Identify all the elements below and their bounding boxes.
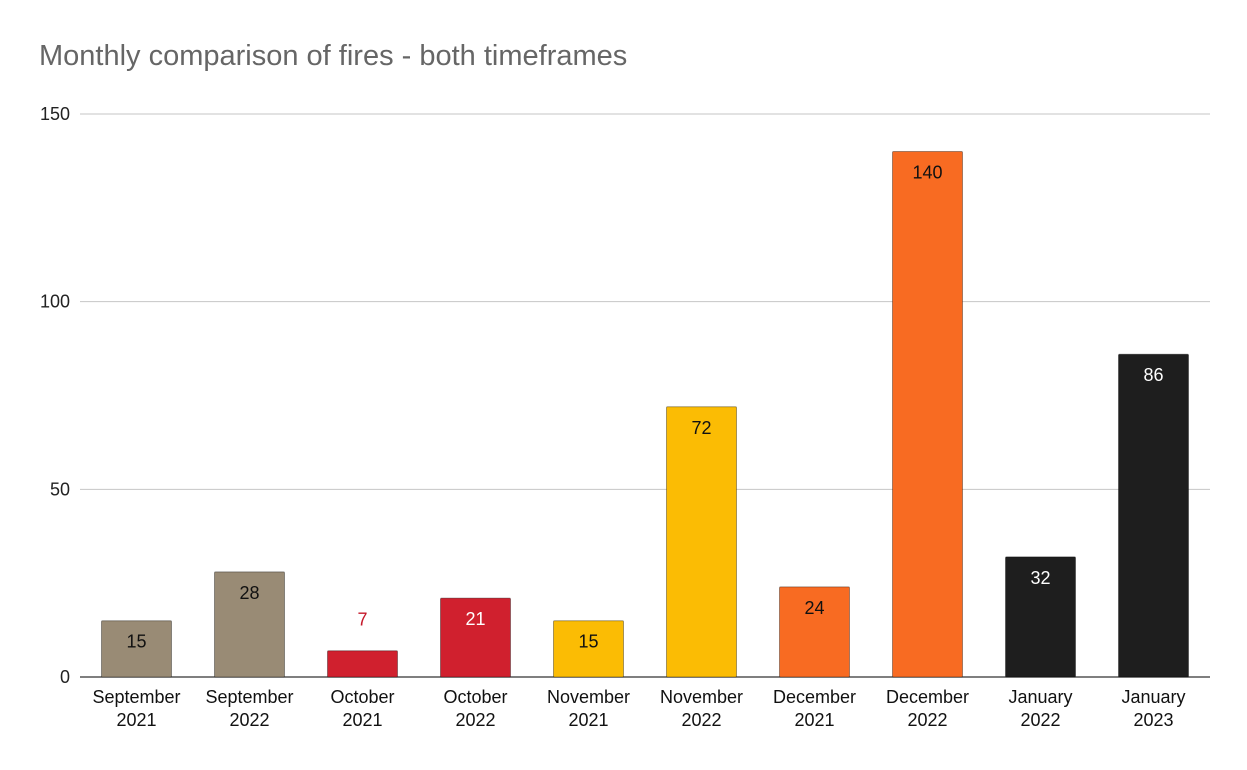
bar xyxy=(214,571,285,678)
bar xyxy=(327,650,398,678)
data-label: 15 xyxy=(126,632,146,652)
data-label: 86 xyxy=(1143,365,1163,385)
bar xyxy=(892,151,963,678)
data-label: 72 xyxy=(691,418,711,438)
bar xyxy=(440,597,511,678)
data-label: 32 xyxy=(1030,568,1050,588)
bar xyxy=(1005,556,1076,678)
x-tick-label: September 2022 xyxy=(205,687,293,730)
chart-title: Monthly comparison of fires - both timef… xyxy=(39,40,628,72)
x-tick-label: October 2022 xyxy=(443,687,507,730)
bar xyxy=(666,406,737,678)
x-tick-label: September 2021 xyxy=(92,687,180,730)
x-tick-label: January 2022 xyxy=(1008,687,1072,730)
x-axis-labels: September 2021 September 2022 October 2021 Oct… xyxy=(92,687,1185,730)
y-tick-label: 150 xyxy=(40,104,70,124)
bars xyxy=(101,151,1189,678)
y-tick-label: 0 xyxy=(60,667,70,687)
y-tick-label: 50 xyxy=(50,479,70,499)
bar xyxy=(779,586,850,678)
bar xyxy=(1118,353,1189,678)
bar xyxy=(553,620,624,678)
data-labels: 15 28 7 21 15 72 24 140 32 86 xyxy=(126,163,1163,652)
data-label: 140 xyxy=(912,163,942,183)
data-label: 7 xyxy=(357,610,367,630)
x-tick-label: November 2021 xyxy=(547,687,630,730)
x-tick-label: January 2023 xyxy=(1121,687,1185,730)
x-tick-label: November 2022 xyxy=(660,687,743,730)
x-tick-label: October 2021 xyxy=(330,687,394,730)
x-tick-label: December 2021 xyxy=(773,687,856,730)
data-label: 21 xyxy=(465,609,485,629)
y-axis-ticks: 0 50 100 150 xyxy=(40,104,70,687)
data-label: 24 xyxy=(804,598,824,618)
x-tick-label: December 2022 xyxy=(886,687,969,730)
bar xyxy=(101,620,172,678)
data-label: 28 xyxy=(239,583,259,603)
data-label: 15 xyxy=(578,632,598,652)
y-tick-label: 100 xyxy=(40,292,70,312)
